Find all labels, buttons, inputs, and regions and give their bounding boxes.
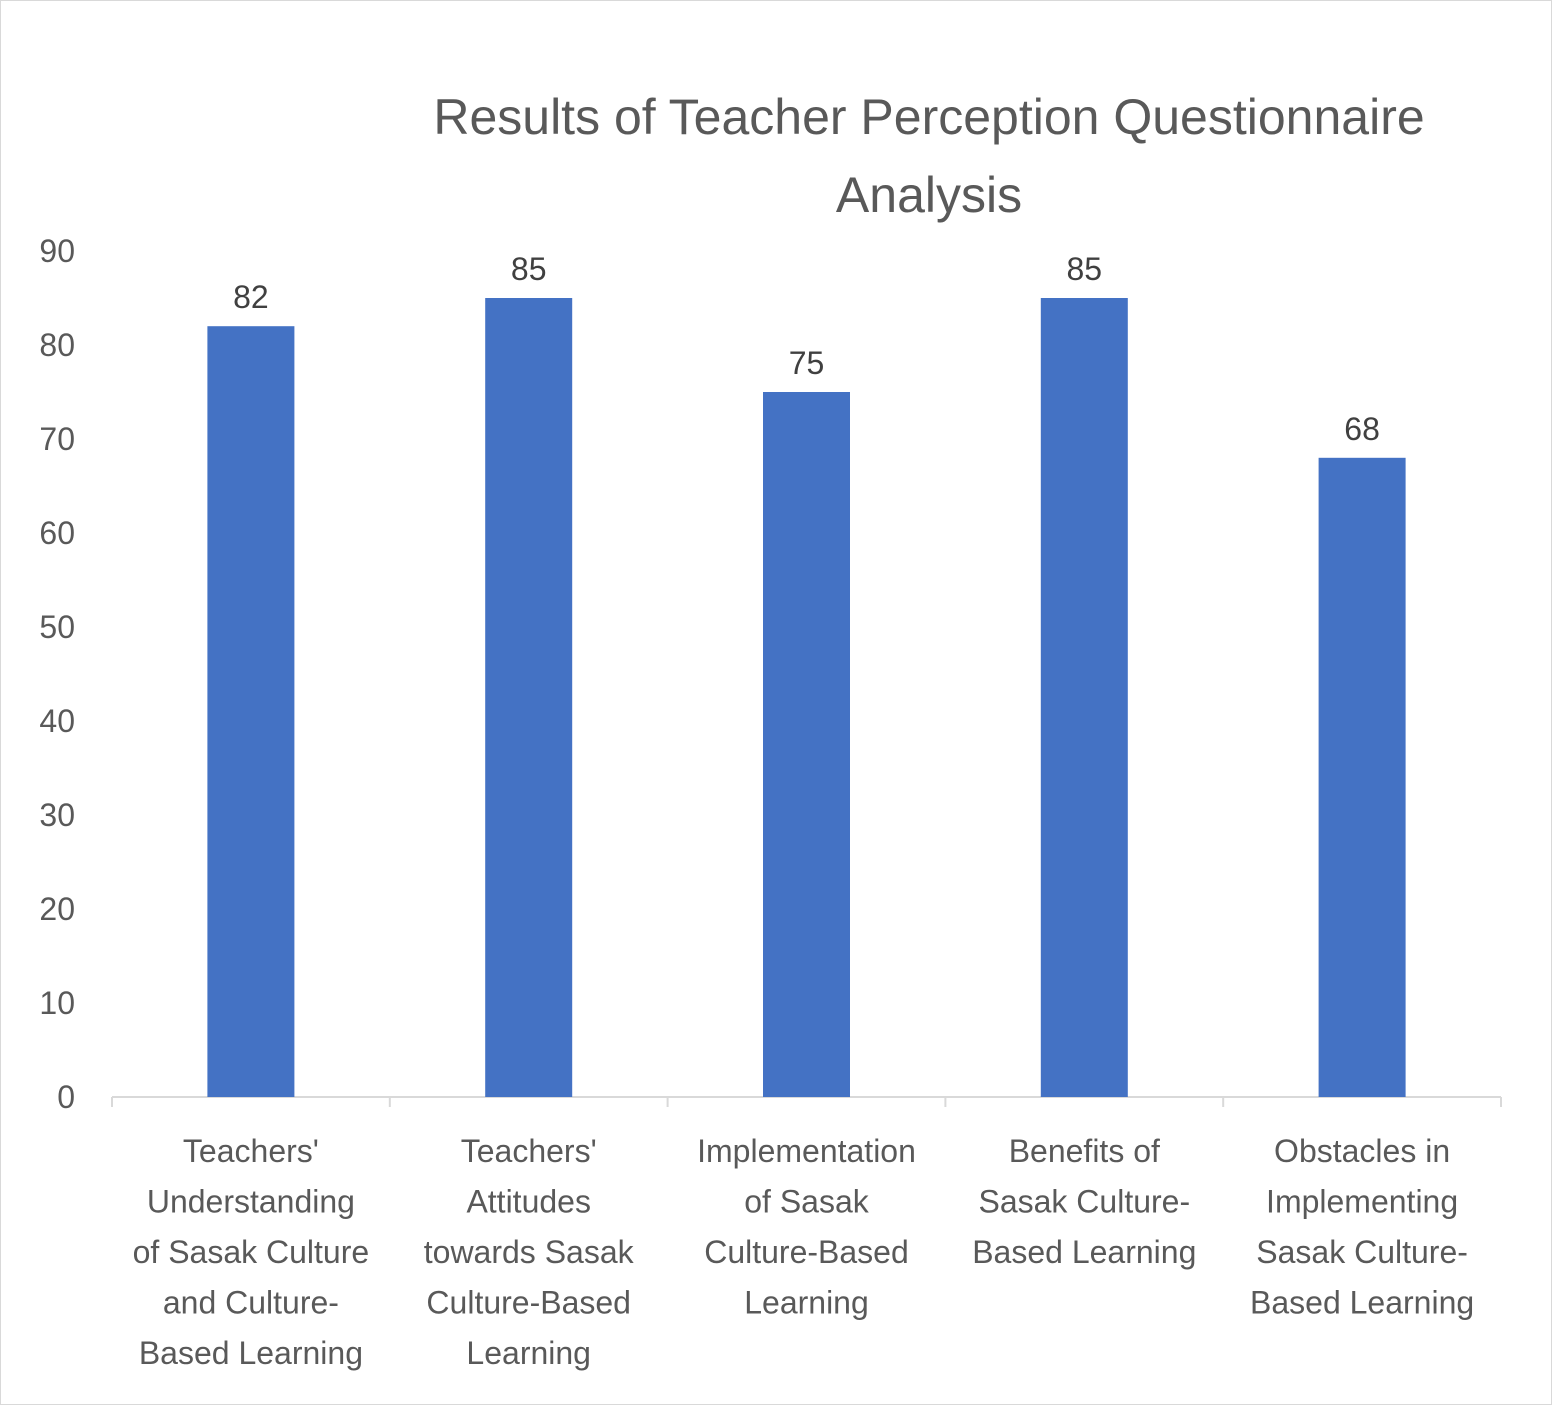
category-labels: Teachers' Understanding of Sasak Culture an…: [133, 1133, 1475, 1371]
category-label-line: Sasak Culture-: [1256, 1234, 1468, 1270]
y-axis: 0 10 20 30 40 50 60 70 80 90: [39, 233, 75, 1115]
bar: [485, 298, 573, 1097]
category-label-line: towards Sasak: [424, 1234, 635, 1270]
category-label: Obstacles in Implementing Sasak Culture- Ba…: [1250, 1133, 1474, 1321]
x-axis: [111, 1096, 1502, 1107]
category-label-line: Benefits of: [1009, 1133, 1160, 1169]
data-label: 82: [233, 279, 269, 315]
category-label-line: Understanding: [147, 1184, 355, 1220]
chart-title: Results of Teacher Perception Questionna…: [433, 89, 1424, 223]
category-label: Teachers' Understanding of Sasak Culture an…: [133, 1133, 370, 1371]
category-label-line: Implementing: [1266, 1184, 1458, 1220]
data-label: 85: [1067, 251, 1103, 287]
category-label-line: Teachers': [183, 1133, 319, 1169]
category-label-line: Learning: [466, 1335, 591, 1371]
y-tick-label: 30: [39, 797, 75, 833]
chart-title-line: Results of Teacher Perception Questionna…: [433, 89, 1424, 145]
y-tick-label: 50: [39, 609, 75, 645]
data-label: 68: [1344, 411, 1380, 447]
category-label-line: Culture-Based: [426, 1285, 631, 1321]
bar: [207, 326, 295, 1097]
y-tick-label: 70: [39, 421, 75, 457]
category-label-line: Obstacles in: [1274, 1133, 1450, 1169]
data-label: 75: [789, 345, 825, 381]
category-label-line: Based Learning: [1250, 1285, 1474, 1321]
bar: [1040, 298, 1128, 1097]
category-label-line: Teachers': [461, 1133, 597, 1169]
y-tick-label: 0: [57, 1079, 75, 1115]
data-labels: 82 85 75 85 68: [233, 251, 1380, 447]
chart-title-line: Analysis: [836, 167, 1022, 223]
y-tick-label: 90: [39, 233, 75, 269]
data-label: 85: [511, 251, 547, 287]
category-label-line: Sasak Culture-: [978, 1184, 1190, 1220]
y-tick-label: 10: [39, 985, 75, 1021]
category-label: Benefits of Sasak Culture- Based Learning: [972, 1133, 1196, 1270]
category-label-line: Learning: [744, 1285, 869, 1321]
y-tick-label: 80: [39, 327, 75, 363]
category-label-line: Implementation: [697, 1133, 916, 1169]
category-label: Implementation of Sasak Culture-Based Learn…: [697, 1133, 916, 1321]
category-label-line: Attitudes: [466, 1184, 591, 1220]
bars: [207, 298, 1406, 1097]
y-tick-label: 20: [39, 891, 75, 927]
category-label-line: and Culture-: [163, 1285, 339, 1321]
category-label: Teachers' Attitudes towards Sasak Culture-B…: [424, 1133, 635, 1371]
category-label-line: Culture-Based: [704, 1234, 909, 1270]
category-label-line: Based Learning: [139, 1335, 363, 1371]
category-label-line: Based Learning: [972, 1234, 1196, 1270]
category-label-line: of Sasak: [744, 1184, 870, 1220]
bar: [763, 392, 850, 1097]
y-tick-label: 60: [39, 515, 75, 551]
bar: [1318, 457, 1406, 1097]
y-tick-label: 40: [39, 703, 75, 739]
category-label-line: of Sasak Culture: [133, 1234, 370, 1270]
